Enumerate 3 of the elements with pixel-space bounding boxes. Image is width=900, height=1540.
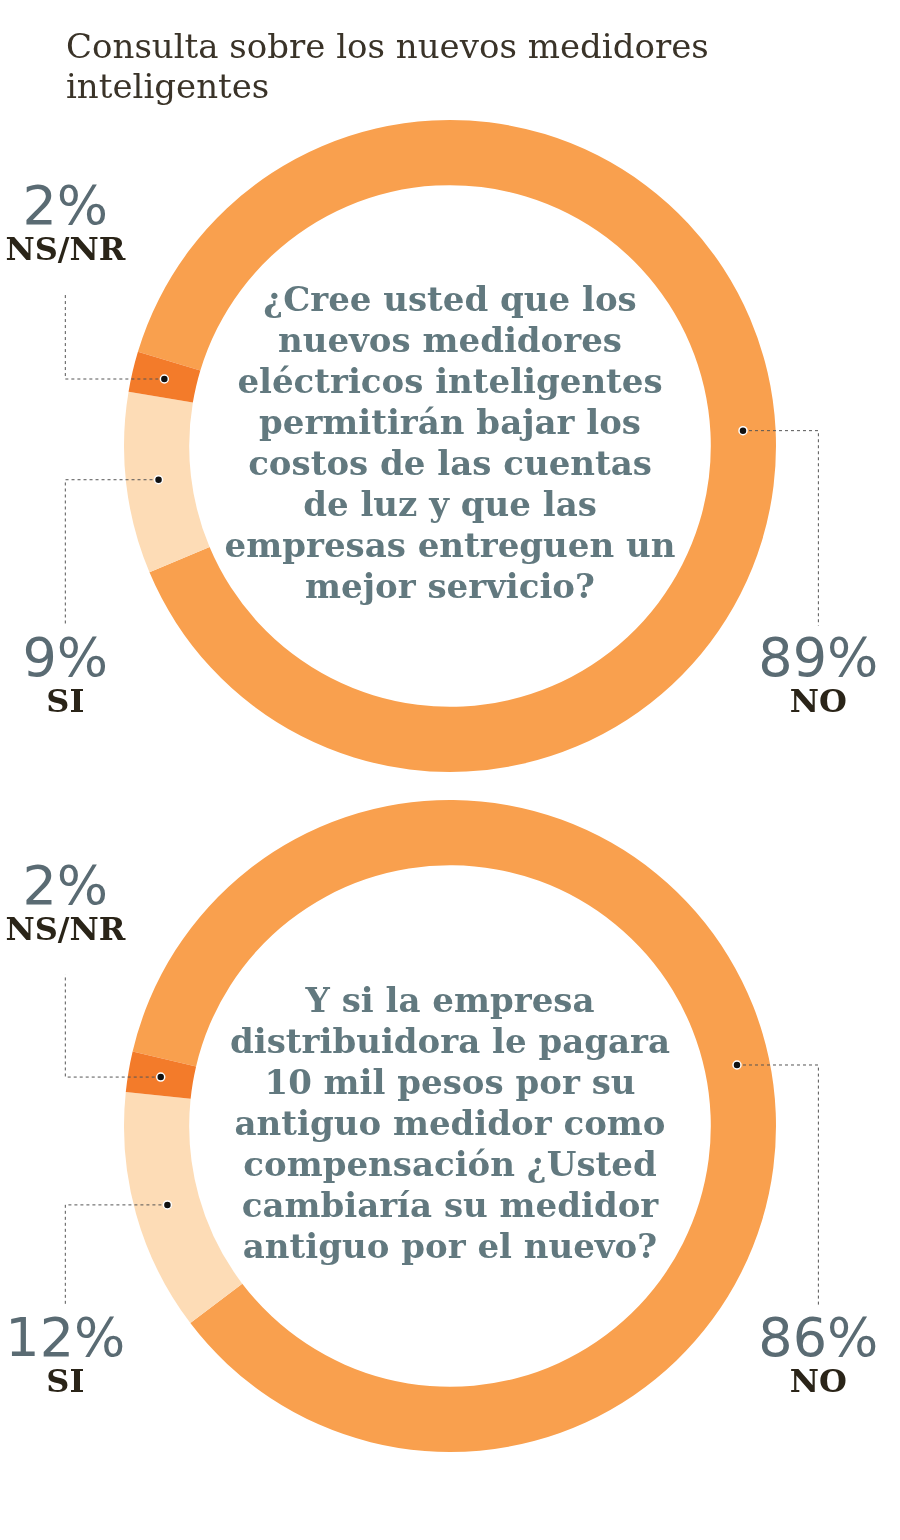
text: Y si la empresa distribuidora le pagara 10 mil pesos por su antiguo medidor como compensación ¿Usted cambiaría su medidor antiguo por el nuevo? [230,979,670,1266]
text: ¿Cree usted que los nuevos medidores eléctricos inteligentes permitirán bajar los costos de las cuentas de luz y que las empresas entreguen un mejor servicio? [224,279,676,607]
chart-title: Consulta sobre los nuevos medidores inteligentes [66,26,710,106]
